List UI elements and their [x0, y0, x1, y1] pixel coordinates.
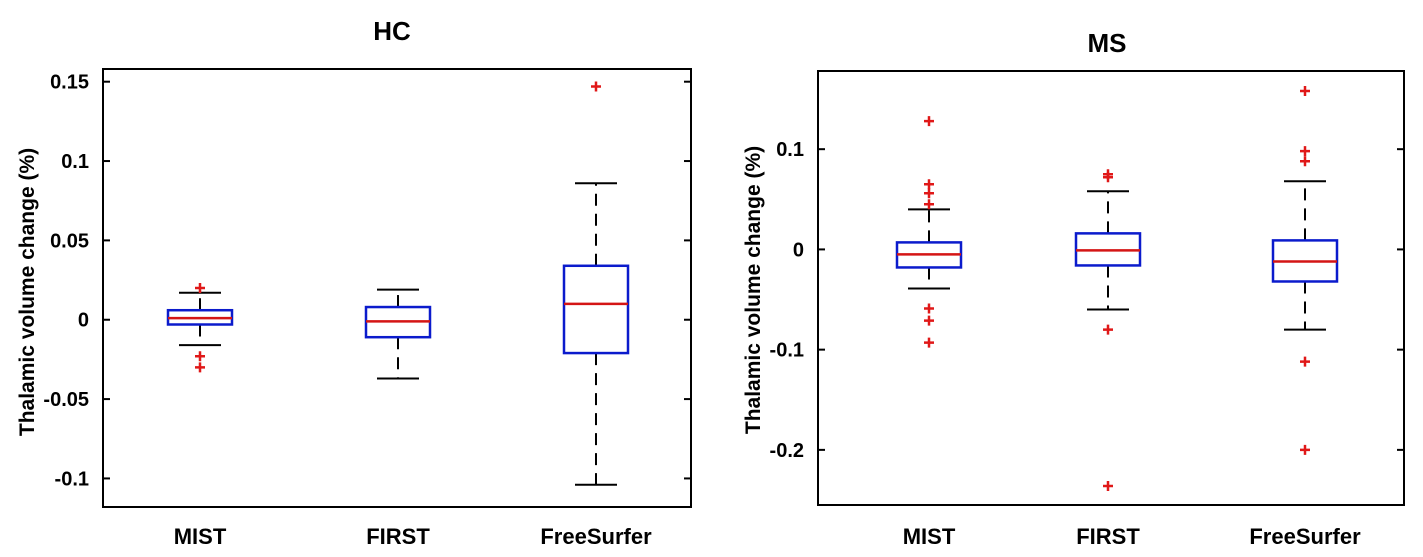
ms-y-tick-label: 0: [793, 239, 804, 261]
outlier-marker: [924, 188, 934, 199]
outlier-marker: [1103, 172, 1113, 183]
ms-y-axis-label: Thalamic volume change (%): [742, 146, 765, 434]
outlier-marker: [1103, 324, 1113, 335]
outlier-marker: [924, 337, 934, 348]
ms-category-labels: MIST FIRST FreeSurfer: [903, 524, 1361, 549]
ms-box-first: [1074, 169, 1142, 491]
ms-boxes: [895, 86, 1339, 491]
ms-panel: MS Thalamic volume change (%) -0.2 -0.1 0 0…: [742, 28, 1405, 549]
ms-y-tick-label: 0.1: [776, 139, 804, 161]
hc-y-tick-label: 0.15: [50, 72, 89, 94]
outlier-marker: [1300, 444, 1310, 455]
ms-y-tick-label: -0.2: [770, 440, 804, 462]
ms-y-tick-label: -0.1: [770, 340, 804, 362]
hc-category-labels: MIST FIRST FreeSurfer: [174, 524, 652, 549]
hc-x-category-label: FIRST: [366, 524, 430, 549]
hc-y-tick-label: 0: [78, 310, 89, 332]
ms-x-category-label: FreeSurfer: [1249, 524, 1361, 549]
hc-y-tick-label: -0.1: [55, 468, 89, 490]
iqr-box: [562, 264, 630, 355]
outlier-marker: [924, 116, 934, 127]
outlier-marker: [1103, 480, 1113, 491]
outlier-marker: [1300, 146, 1310, 157]
hc-box-first: [364, 288, 432, 380]
outlier-marker: [195, 362, 205, 373]
ms-box-mist: [895, 116, 963, 348]
hc-x-category-label: MIST: [174, 524, 227, 549]
outlier-marker: [924, 199, 934, 210]
outlier-marker: [1300, 156, 1310, 167]
hc-plot-frame: [102, 68, 692, 508]
hc-box-mist: [166, 283, 234, 373]
ms-y-ticks: -0.2 -0.1 0 0.1: [770, 139, 1404, 462]
hc-y-ticks: -0.1 -0.05 0 0.05 0.1 0.15: [43, 72, 691, 490]
hc-box-freesurfer: [562, 81, 630, 486]
hc-y-tick-label: 0.1: [61, 151, 89, 173]
outlier-marker: [1300, 356, 1310, 367]
outlier-marker: [924, 303, 934, 314]
outlier-marker: [195, 351, 205, 362]
ms-box-freesurfer: [1271, 86, 1339, 455]
outlier-marker: [924, 315, 934, 326]
hc-y-axis-label: Thalamic volume change (%): [16, 148, 39, 436]
outlier-marker: [1300, 86, 1310, 97]
ms-x-category-label: MIST: [903, 524, 956, 549]
hc-x-category-label: FreeSurfer: [540, 524, 652, 549]
outlier-marker: [195, 283, 205, 293]
hc-boxes: [166, 81, 630, 486]
outlier-marker: [591, 81, 601, 92]
hc-panel: HC Thalamic volume change (%) -0.1 -0.05 0…: [16, 16, 692, 549]
hc-y-tick-label: 0.05: [50, 230, 89, 252]
outlier-marker: [924, 179, 934, 190]
ms-chart-title: MS: [1088, 28, 1127, 58]
hc-y-tick-label: -0.05: [43, 389, 89, 411]
ms-x-category-label: FIRST: [1076, 524, 1140, 549]
hc-chart-title: HC: [373, 16, 411, 46]
ms-plot-frame: [817, 70, 1405, 506]
